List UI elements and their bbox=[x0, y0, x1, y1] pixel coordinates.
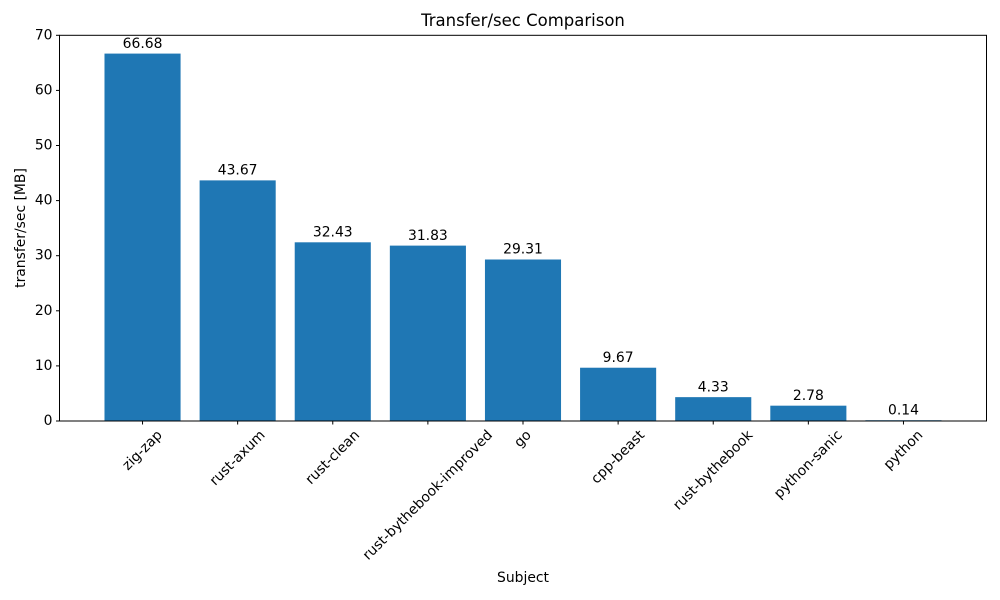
bar-value-label: 66.68 bbox=[123, 36, 163, 52]
y-tick-label: 70 bbox=[35, 27, 53, 43]
bar-rust-bythebook-improved bbox=[389, 245, 466, 421]
y-tick-label: 40 bbox=[35, 193, 53, 209]
bar-value-label: 9.67 bbox=[603, 350, 634, 366]
y-tick-label: 0 bbox=[44, 413, 53, 429]
bar-value-label: 43.67 bbox=[218, 163, 258, 179]
y-tick-label: 30 bbox=[35, 248, 53, 264]
bar-rust-bythebook bbox=[675, 397, 752, 421]
bar-value-label: 32.43 bbox=[313, 225, 353, 241]
bar-value-label: 29.31 bbox=[503, 242, 543, 258]
x-tick-label: go bbox=[511, 427, 535, 451]
x-tick-label: rust-clean bbox=[303, 427, 364, 488]
x-tick-label: python bbox=[881, 427, 927, 473]
x-tick-label: zig-zap bbox=[119, 427, 166, 474]
x-axis-label: Subject bbox=[497, 570, 549, 586]
bar-value-label: 2.78 bbox=[793, 388, 824, 404]
x-tick-label: rust-bythebook bbox=[670, 427, 756, 513]
x-tick-label: cpp-beast bbox=[588, 427, 648, 487]
bar-value-label: 4.33 bbox=[698, 379, 729, 395]
bar-python-sanic bbox=[770, 405, 847, 421]
bar-rust-clean bbox=[294, 242, 371, 421]
chart-title: Transfer/sec Comparison bbox=[421, 11, 625, 30]
bar-go bbox=[484, 259, 562, 421]
y-tick-label: 50 bbox=[35, 138, 53, 154]
bar-zig-zap bbox=[104, 53, 181, 422]
bar-value-label: 0.14 bbox=[888, 402, 919, 418]
y-tick-label: 20 bbox=[35, 303, 53, 319]
y-tick-label: 60 bbox=[35, 82, 53, 98]
bar-value-label: 31.83 bbox=[408, 228, 448, 244]
x-tick-label: rust-bythebook-improved bbox=[360, 427, 496, 563]
bar-cpp-beast bbox=[580, 367, 657, 421]
x-tick-label: rust-axum bbox=[207, 427, 269, 489]
x-tick-label: python-sanic bbox=[771, 427, 846, 502]
bar-rust-axum bbox=[199, 180, 276, 421]
y-tick-label: 10 bbox=[35, 358, 53, 374]
